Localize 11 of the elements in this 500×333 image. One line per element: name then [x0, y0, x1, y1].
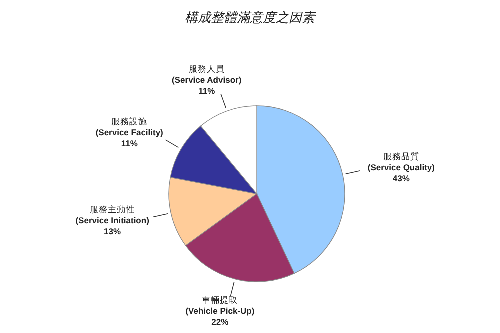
- chart-title: 構成整體滿意度之因素: [185, 10, 317, 26]
- data-label: 11%: [198, 86, 216, 96]
- slice-label: 服務人員 (Service Advisor): [172, 64, 242, 86]
- slice-label: 服務主動性 (Service Initiation): [76, 204, 150, 226]
- slice-label: 服務設施 (Service Facility): [96, 116, 164, 138]
- data-label: 43%: [392, 174, 410, 184]
- slice-label: 服務品質 (Service Quality): [368, 152, 436, 173]
- data-label: 22%: [212, 317, 230, 328]
- data-label: 11%: [121, 138, 138, 148]
- slice-label: 車輛提取 (Vehicle Pick-Up): [186, 295, 255, 316]
- data-label: 13%: [104, 226, 122, 236]
